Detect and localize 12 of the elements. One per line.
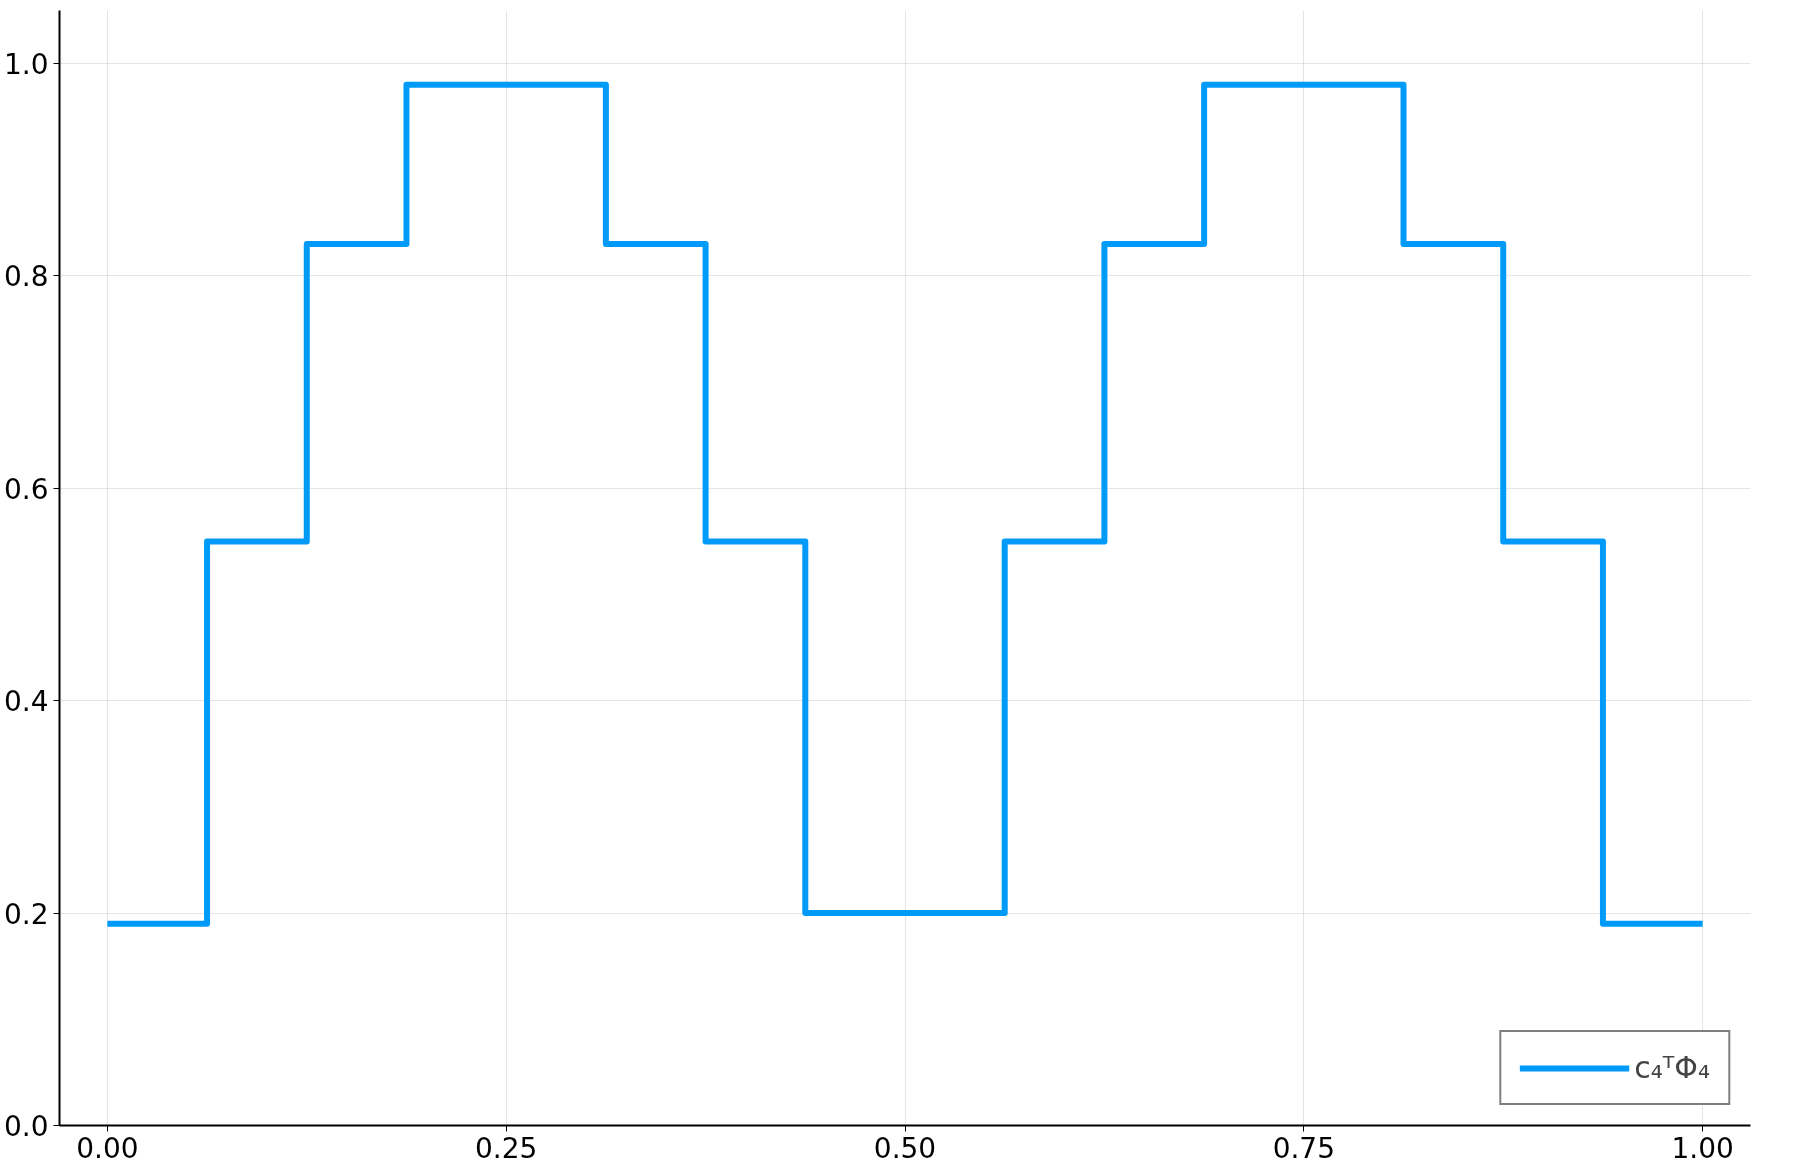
x-tick-label: 0.75: [1272, 1131, 1335, 1165]
x-tick-label: 0.50: [873, 1131, 937, 1165]
x-tick-label: 0.25: [475, 1131, 538, 1165]
x-tick-label: 0.00: [76, 1131, 139, 1165]
y-tick-label: 0.4: [3, 685, 49, 719]
y-tick-label: 0.0: [3, 1110, 49, 1143]
y-tick-label: 0.2: [3, 897, 49, 931]
x-tick-label: 1.00: [1671, 1131, 1734, 1165]
y-tick-label: 0.8: [3, 260, 49, 294]
y-tick-label: 1.0: [3, 48, 49, 82]
legend-label: c₄ᵀΦ₄: [1634, 1050, 1710, 1085]
y-tick-label: 0.6: [3, 472, 49, 506]
